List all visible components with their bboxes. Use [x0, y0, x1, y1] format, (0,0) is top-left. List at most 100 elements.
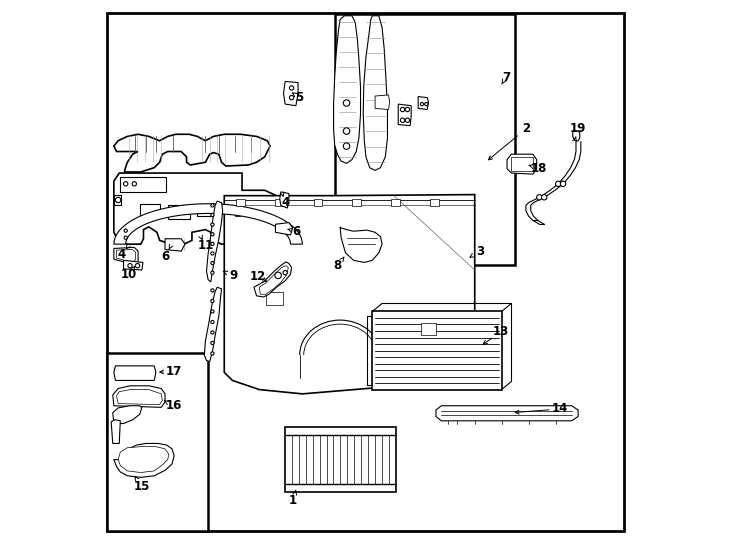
Bar [120, 177, 166, 192]
Circle shape [542, 194, 547, 200]
Text: 14: 14 [552, 402, 568, 415]
Polygon shape [111, 420, 120, 443]
Circle shape [344, 100, 350, 106]
Circle shape [211, 223, 214, 226]
Text: 12: 12 [250, 270, 266, 283]
Circle shape [211, 213, 214, 217]
Polygon shape [436, 406, 578, 421]
Bar [313, 199, 322, 206]
Bar [430, 199, 439, 206]
Circle shape [289, 86, 294, 90]
Circle shape [400, 107, 404, 112]
Text: 13: 13 [493, 326, 509, 339]
Circle shape [123, 181, 128, 186]
Polygon shape [114, 134, 270, 172]
Text: 19: 19 [570, 123, 586, 136]
Text: 1: 1 [289, 494, 297, 507]
Bar [391, 199, 400, 206]
Polygon shape [254, 262, 291, 297]
Circle shape [128, 264, 132, 268]
Polygon shape [275, 222, 293, 235]
Circle shape [289, 96, 294, 100]
Polygon shape [280, 192, 289, 208]
Circle shape [211, 310, 214, 313]
Text: 3: 3 [476, 245, 484, 258]
Polygon shape [375, 95, 390, 110]
Polygon shape [165, 239, 185, 251]
Polygon shape [283, 82, 298, 106]
Circle shape [211, 352, 214, 355]
Bar [235, 211, 241, 216]
Polygon shape [114, 194, 121, 205]
Polygon shape [418, 97, 429, 110]
Text: 2: 2 [522, 123, 530, 136]
Polygon shape [114, 366, 156, 380]
Circle shape [425, 103, 428, 106]
Circle shape [211, 204, 214, 207]
Bar [266, 292, 283, 305]
Circle shape [405, 118, 410, 123]
Circle shape [560, 181, 566, 186]
Polygon shape [334, 16, 360, 164]
Polygon shape [363, 16, 388, 170]
Polygon shape [117, 249, 135, 262]
Circle shape [211, 261, 214, 265]
Circle shape [211, 331, 214, 334]
Bar [107, 354, 208, 531]
Text: 4: 4 [117, 248, 126, 261]
Circle shape [211, 289, 214, 292]
Text: 4: 4 [281, 196, 289, 209]
Circle shape [344, 128, 350, 134]
Circle shape [283, 271, 287, 275]
Circle shape [132, 181, 137, 186]
Circle shape [344, 143, 350, 150]
Bar [372, 312, 501, 389]
Text: 9: 9 [229, 269, 238, 282]
Bar [167, 205, 190, 219]
Text: 7: 7 [502, 71, 510, 84]
Bar [335, 14, 515, 265]
Circle shape [124, 229, 127, 232]
Polygon shape [573, 131, 580, 141]
Polygon shape [114, 204, 302, 244]
Bar [139, 204, 160, 216]
Circle shape [275, 272, 281, 279]
Circle shape [124, 236, 127, 239]
Text: 17: 17 [166, 364, 182, 378]
Circle shape [115, 197, 121, 202]
Text: 15: 15 [134, 480, 150, 493]
Polygon shape [114, 173, 280, 244]
Bar [236, 199, 244, 206]
Polygon shape [118, 447, 169, 472]
Circle shape [211, 299, 214, 302]
Polygon shape [123, 260, 143, 270]
Polygon shape [113, 406, 142, 423]
Text: 18: 18 [531, 162, 548, 176]
Polygon shape [225, 194, 475, 394]
Circle shape [211, 242, 214, 246]
Polygon shape [399, 104, 411, 126]
Circle shape [400, 118, 404, 123]
Circle shape [211, 233, 214, 236]
Circle shape [405, 107, 410, 112]
Text: 6: 6 [292, 225, 300, 238]
Bar [512, 158, 533, 171]
Polygon shape [206, 201, 222, 282]
Polygon shape [113, 386, 165, 407]
Circle shape [135, 264, 139, 268]
Text: 16: 16 [166, 399, 182, 412]
Bar [197, 204, 218, 216]
Text: 6: 6 [161, 250, 169, 263]
Text: 8: 8 [333, 259, 341, 272]
Text: 10: 10 [121, 268, 137, 281]
Polygon shape [507, 154, 537, 174]
Circle shape [211, 320, 214, 323]
Polygon shape [117, 389, 162, 404]
Polygon shape [259, 266, 288, 294]
Bar [352, 199, 361, 206]
Circle shape [211, 271, 214, 274]
Circle shape [211, 341, 214, 345]
Circle shape [421, 103, 424, 106]
Circle shape [211, 252, 214, 255]
Bar [421, 323, 436, 335]
